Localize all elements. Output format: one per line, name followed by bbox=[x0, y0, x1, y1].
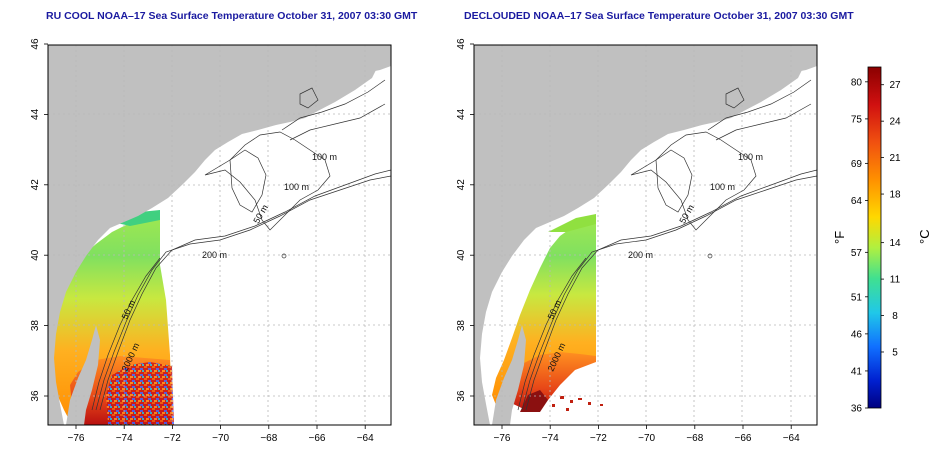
contour-label-100m-mid: 100 m bbox=[284, 182, 309, 192]
x-tick-label-5: −66 bbox=[309, 433, 326, 444]
map-frame bbox=[47, 44, 392, 426]
nova-scotia-land bbox=[716, 66, 804, 120]
left-map-axes: −76 −74 −72 −70 −68 −66 −64 36 38 40 42 44 46 bbox=[30, 38, 374, 444]
land-peninsula bbox=[66, 325, 100, 425]
x-tick-label-6: −64 bbox=[783, 433, 800, 444]
x-tick-label-1: −74 bbox=[542, 433, 559, 444]
x-tick-label-5: −66 bbox=[735, 433, 752, 444]
fahrenheit-tick-label-6: 46 bbox=[851, 329, 863, 340]
nova-scotia-land bbox=[290, 66, 378, 120]
right-map-axes: −76 −74 −72 −70 −68 −66 −64 36 38 40 42 44 46 bbox=[456, 38, 800, 444]
y-tick-label-2: 40 bbox=[30, 249, 41, 261]
colorbar-gradient bbox=[867, 66, 882, 409]
temperature-colorbar: 80 75 69 64 57 51 46 41 36 27 24 21 18 14 11 8 5 °F °C bbox=[832, 66, 932, 415]
right-map-panel: 100 m 100 m 50 m 200 m 50 m 2000 m bbox=[473, 44, 818, 426]
y-tick-label-0: 36 bbox=[30, 390, 41, 402]
y-tick-label-2: 40 bbox=[456, 249, 467, 261]
right-panel-title: DECLOUDED NOAA–17 Sea Surface Temperatur… bbox=[464, 10, 854, 22]
x-tick-label-1: −74 bbox=[116, 433, 133, 444]
map-frame bbox=[473, 44, 818, 426]
x-tick-label-3: −70 bbox=[212, 433, 229, 444]
fahrenheit-unit-label: °F bbox=[832, 231, 847, 244]
contour-label-200m: 200 m bbox=[628, 250, 653, 260]
left-panel-title: RU COOL NOAA–17 Sea Surface Temperature … bbox=[46, 10, 418, 22]
celsius-tick-label-7: 5 bbox=[892, 347, 898, 358]
map-gridlines bbox=[474, 45, 817, 425]
x-tick-label-0: −76 bbox=[68, 433, 85, 444]
celsius-tick-label-0: 27 bbox=[889, 80, 901, 91]
y-tick-label-3: 42 bbox=[30, 179, 41, 191]
contour-label-100m-mid: 100 m bbox=[710, 182, 735, 192]
fahrenheit-tick-label-8: 36 bbox=[851, 404, 863, 415]
celsius-ticks: 27 24 21 18 14 11 8 5 bbox=[881, 80, 901, 358]
fahrenheit-tick-label-2: 69 bbox=[851, 159, 863, 170]
celsius-tick-label-4: 14 bbox=[889, 238, 901, 249]
contour-label-100m-north: 100 m bbox=[738, 152, 763, 162]
land-mass bbox=[474, 45, 817, 425]
contour-label-100m-north: 100 m bbox=[312, 152, 337, 162]
y-tick-label-5: 46 bbox=[30, 38, 41, 50]
map-gridlines bbox=[48, 45, 391, 425]
fahrenheit-tick-label-0: 80 bbox=[851, 77, 863, 88]
x-tick-label-4: −68 bbox=[260, 433, 277, 444]
celsius-unit-label: °C bbox=[917, 229, 932, 244]
x-tick-label-2: −72 bbox=[590, 433, 607, 444]
fahrenheit-tick-label-5: 51 bbox=[851, 292, 863, 303]
y-tick-label-4: 44 bbox=[30, 108, 41, 120]
x-tick-label-3: −70 bbox=[638, 433, 655, 444]
bathymetry-contours bbox=[517, 79, 818, 411]
fahrenheit-tick-label-4: 57 bbox=[851, 248, 863, 259]
bathymetry-contours bbox=[91, 79, 392, 411]
x-tick-label-0: −76 bbox=[494, 433, 511, 444]
fahrenheit-tick-label-7: 41 bbox=[851, 366, 863, 377]
land-mass bbox=[48, 45, 391, 425]
celsius-tick-label-3: 18 bbox=[889, 190, 901, 201]
celsius-tick-label-5: 11 bbox=[890, 275, 901, 286]
celsius-tick-label-1: 24 bbox=[889, 117, 901, 128]
sst-ny-strip bbox=[548, 214, 596, 232]
fahrenheit-tick-label-1: 75 bbox=[851, 114, 863, 125]
y-tick-label-5: 46 bbox=[456, 38, 467, 50]
y-tick-label-0: 36 bbox=[456, 390, 467, 402]
celsius-tick-label-6: 8 bbox=[892, 311, 898, 322]
y-tick-label-3: 42 bbox=[456, 179, 467, 191]
x-tick-label-6: −64 bbox=[357, 433, 374, 444]
y-tick-label-1: 38 bbox=[30, 320, 41, 332]
celsius-tick-label-2: 21 bbox=[889, 153, 901, 164]
sst-cloud-noise bbox=[106, 362, 174, 425]
y-tick-label-1: 38 bbox=[456, 320, 467, 332]
x-tick-label-4: −68 bbox=[686, 433, 703, 444]
contour-label-200m: 200 m bbox=[202, 250, 227, 260]
fahrenheit-tick-label-3: 64 bbox=[851, 196, 863, 207]
sst-scattered-pixels bbox=[552, 396, 603, 411]
land-peninsula bbox=[492, 325, 526, 425]
y-tick-label-4: 44 bbox=[456, 108, 467, 120]
x-tick-label-2: −72 bbox=[164, 433, 181, 444]
left-map-panel: 100 m 100 m 50 m 200 m 50 m 2000 m bbox=[47, 44, 392, 426]
fahrenheit-ticks: 80 75 69 64 57 51 46 41 36 bbox=[851, 77, 868, 415]
